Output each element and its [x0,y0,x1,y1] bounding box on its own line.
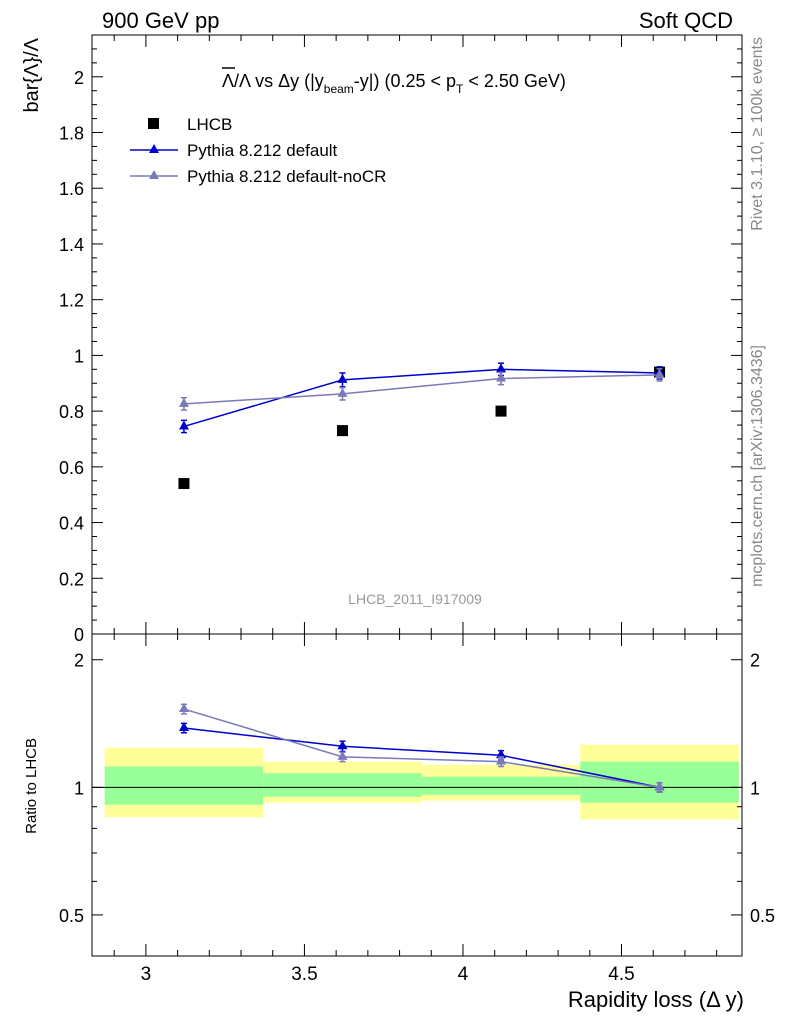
source-label: mcplots.cern.ch [arXiv:1306.3436] [749,345,766,587]
main-title: Λ/Λ vs Δy (|ybeam-y|) (0.25 < pT < 2.50 … [222,71,566,96]
legend-item-pythia-default: Pythia 8.212 default [130,141,338,160]
title-sub-beam: beam [324,82,354,96]
main-y-tick-label: 0.2 [59,569,84,589]
ratio-point-1 [337,750,348,760]
data-point-2 [654,368,665,378]
main-y-tick-label: 0 [74,625,84,645]
ratio-point-1 [496,755,507,765]
ratio-y-tick-label-left: 2 [74,651,84,671]
main-y-tick-label: 1.2 [59,291,84,311]
main-y-tick-label: 0.4 [59,514,84,534]
ratio-point-0 [496,749,507,759]
ratio-x-tick-label: 4.5 [608,964,634,985]
ratio-y-tick-label-left: 0.5 [59,906,84,926]
ratio-y-tick-label-right: 0.5 [750,906,775,926]
ratio-band-green [263,773,422,797]
ratio-series-line-0 [183,727,660,789]
data-point-2 [496,372,507,382]
title-part-1: /Λ vs Δy (|y [234,71,324,91]
ratio-y-tick-label-right: 1 [750,778,760,798]
title-part-3: < 2.50 GeV) [463,71,566,91]
ratio-y-tick-label-right: 2 [750,651,760,671]
ratio-x-tick-label: 4 [458,964,469,985]
main-y-tick-label: 1.8 [59,124,84,144]
rivet-version-label: Rivet 3.1.10, ≥ 100k events [749,37,766,231]
title-sub-t: T [456,82,464,96]
x-axis-label: Rapidity loss (Δ y) [568,987,744,1012]
legend-label-lhcb: LHCB [187,115,232,134]
main-y-tick-label: 2 [74,68,84,88]
data-point-1 [496,363,507,373]
legend-marker-lhcb [148,118,159,129]
header-right-label: Soft QCD [639,8,733,33]
ratio-point-0 [337,740,348,750]
ratio-point-0 [178,722,189,732]
legend-item-lhcb: LHCB [148,115,232,134]
legend-label-pythia-default: Pythia 8.212 default [187,141,338,160]
ratio-band-green [104,766,264,805]
data-point-lhcb [336,425,348,437]
legend-marker-pythia-nocr [149,170,159,179]
main-y-tick-label: 1.4 [59,235,84,255]
series-line-1 [183,368,660,428]
title-part-2: -y|) (0.25 < p [354,71,456,91]
ratio-y-tick-label-left: 1 [74,778,84,798]
legend-label-pythia-nocr: Pythia 8.212 default-noCR [187,167,386,186]
main-y-tick-label: 0.8 [59,402,84,422]
main-y-tick-label: 1 [74,346,84,366]
main-y-tick-label: 0.6 [59,458,84,478]
ratio-band-green [421,776,581,795]
main-y-tick-label: 1.6 [59,179,84,199]
data-point-1 [178,420,189,430]
ratio-x-tick-label: 3 [141,964,152,985]
title-lambda-bar: Λ [222,71,234,91]
analysis-watermark: LHCB_2011_I917009 [348,591,482,607]
data-point-lhcb [495,405,507,417]
data-point-1 [337,373,348,383]
ratio-point-1 [178,703,189,713]
data-point-2 [178,397,189,407]
series-line-2 [183,374,660,405]
main-ylabel: bar{Λ}/Λ [21,37,43,112]
ratio-series-line-1 [183,708,660,789]
ratio-plot-frame [91,633,743,957]
ratio-x-tick-label: 3.5 [291,964,317,985]
data-point-lhcb [178,478,190,490]
legend: LHCB Pythia 8.212 default Pythia 8.212 d… [130,115,386,186]
ratio-ylabel: Ratio to LHCB [23,738,40,834]
data-point-2 [337,387,348,397]
ratio-point-1 [654,781,665,791]
legend-item-pythia-nocr: Pythia 8.212 default-noCR [130,167,386,186]
legend-marker-pythia-default [149,144,159,153]
header-left-label: 900 GeV pp [102,8,219,33]
main-panel: 0 0.2 0.4 0.6 0.8 1 1.2 1.4 1.6 1.8 2 Λ/Λ vs Δy (|… [21,34,743,645]
ratio-panel: 0.5 0.5 1 1 2 2 3 3.5 4 4.5 Ratio to LHCB [23,633,775,985]
